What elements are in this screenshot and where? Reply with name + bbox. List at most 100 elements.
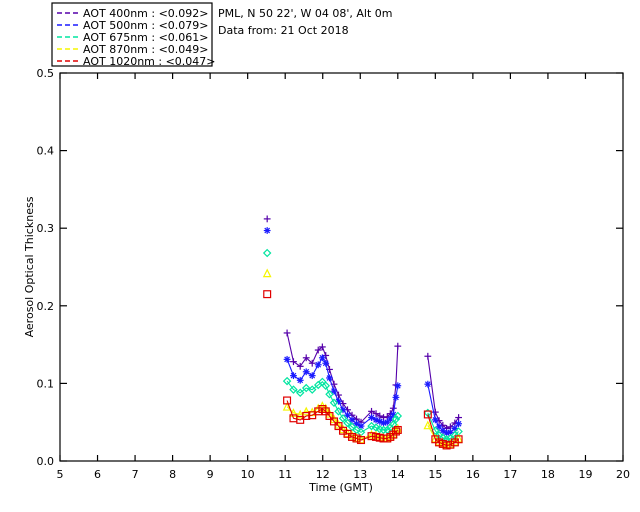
data-point-plus xyxy=(368,407,375,415)
data-point-asterisk xyxy=(314,361,322,369)
legend-aot-500nm-label: AOT 500nm : <0.079> xyxy=(83,19,209,32)
data-point-square xyxy=(302,411,311,420)
data-point-asterisk xyxy=(322,359,330,367)
data-point-plus xyxy=(314,346,322,354)
y-tick-label: 0.1 xyxy=(37,377,55,390)
data-point-asterisk xyxy=(451,425,459,432)
data-point-diamond xyxy=(329,398,339,408)
data-point-plus xyxy=(389,404,397,412)
y-tick-label: 0.0 xyxy=(37,455,55,468)
axes: 5 6 7 8 9 10 11 12 13 14 15 16 17 18 19 20 0.0 0.1 0.2 0.3 0… xyxy=(37,67,631,481)
data-point-plus xyxy=(283,329,291,337)
data-point-asterisk xyxy=(318,354,326,362)
site-location-text: PML, N 50 22', W 04 08', Alt 0m xyxy=(218,7,392,20)
x-axis-title: Time (GMT) xyxy=(308,481,373,494)
data-point-square xyxy=(263,290,272,299)
data-point-asterisk xyxy=(431,416,439,424)
x-tick-label: 20 xyxy=(616,468,630,481)
data-point-square xyxy=(454,435,463,444)
data-point-triangle xyxy=(262,268,272,278)
x-tick-label: 5 xyxy=(57,468,64,481)
data-point-square xyxy=(423,410,432,419)
x-tick-label: 12 xyxy=(316,468,330,481)
series-aot-500nm xyxy=(263,227,463,437)
data-point-square xyxy=(329,417,338,426)
x-tick-label: 17 xyxy=(503,468,517,481)
data-point-asterisk xyxy=(348,416,356,424)
legend-aot-675nm: AOT 675nm : <0.061> xyxy=(57,31,209,44)
legend-aot-400nm: AOT 400nm : <0.092> xyxy=(57,7,209,20)
data-point-plus xyxy=(394,342,402,350)
data-point-square xyxy=(325,411,334,420)
data-point-diamond xyxy=(343,418,352,428)
legend-aot-500nm: AOT 500nm : <0.079> xyxy=(57,19,209,32)
x-tick-label: 10 xyxy=(241,468,255,481)
x-tick-label: 19 xyxy=(578,468,592,481)
legend-aot-400nm-label: AOT 400nm : <0.092> xyxy=(83,7,209,20)
y-tick-label: 0.2 xyxy=(37,300,55,313)
data-point-asterisk xyxy=(368,414,375,421)
data-point-plus xyxy=(302,354,310,362)
data-point-asterisk xyxy=(446,428,454,436)
y-tick-label: 0.5 xyxy=(37,67,55,80)
data-point-diamond xyxy=(321,381,330,390)
data-point-plus xyxy=(318,343,326,351)
data-date-text: Data from: 21 Oct 2018 xyxy=(218,24,349,37)
data-point-asterisk xyxy=(424,380,432,388)
data-point-asterisk xyxy=(308,372,316,380)
x-tick-label: 6 xyxy=(94,468,101,481)
data-point-plus xyxy=(455,414,463,421)
series-aot-675nm xyxy=(262,248,463,444)
data-point-square xyxy=(314,407,323,416)
data-point-asterisk xyxy=(290,372,297,380)
y-tick-label: 0.3 xyxy=(37,222,55,235)
data-point-diamond xyxy=(289,385,298,394)
data-point-diamond xyxy=(347,422,357,432)
data-point-diamond xyxy=(367,421,376,431)
data-point-diamond xyxy=(301,383,311,393)
header-annotation: PML, N 50 22', W 04 08', Alt 0m Data fro… xyxy=(218,7,392,37)
data-point-asterisk xyxy=(302,368,310,376)
data-point-asterisk xyxy=(263,227,271,234)
data-point-diamond xyxy=(393,411,403,421)
y-tick-label: 0.4 xyxy=(37,145,55,158)
data-point-square xyxy=(393,425,402,434)
data-point-diamond xyxy=(295,388,305,397)
data-point-asterisk xyxy=(455,420,463,428)
y-axis-title: Aerosol Optical Thickness xyxy=(23,196,36,337)
x-tick-label: 14 xyxy=(391,468,405,481)
x-tick-label: 13 xyxy=(353,468,367,481)
x-tick-label: 15 xyxy=(428,468,442,481)
x-tick-label: 7 xyxy=(132,468,139,481)
data-point-diamond xyxy=(282,376,292,386)
series-aot-400nm xyxy=(263,215,463,432)
data-point-square xyxy=(334,422,343,431)
x-tick-label: 8 xyxy=(169,468,176,481)
x-tick-label: 18 xyxy=(541,468,555,481)
data-point-diamond xyxy=(334,407,343,416)
data-point-diamond xyxy=(262,248,272,258)
data-point-plus xyxy=(263,215,271,223)
data-point-square xyxy=(357,436,366,445)
data-point-plus xyxy=(308,359,316,367)
legend-aot-870nm: AOT 870nm : <0.049> xyxy=(57,43,209,56)
data-point-diamond xyxy=(338,414,348,423)
legend-aot-675nm-label: AOT 675nm : <0.061> xyxy=(83,31,209,44)
data-point-plus xyxy=(290,358,297,366)
data-point-square xyxy=(391,427,400,436)
data-point-triangle xyxy=(423,420,433,430)
x-tick-label: 11 xyxy=(278,468,292,481)
data-point-square xyxy=(446,440,455,449)
series-aot-1020nm xyxy=(263,290,463,450)
data-point-asterisk xyxy=(326,374,333,382)
data-point-asterisk xyxy=(344,411,351,419)
data-point-asterisk xyxy=(394,382,402,390)
legend-aot-1020nm: AOT 1020nm : <0.047> xyxy=(57,55,216,68)
data-point-diamond xyxy=(307,385,317,394)
data-point-square xyxy=(367,432,376,441)
data-point-asterisk xyxy=(283,355,291,363)
data-point-plus xyxy=(372,410,380,418)
legend: AOT 400nm : <0.092>AOT 500nm : <0.079>AO… xyxy=(51,2,216,68)
